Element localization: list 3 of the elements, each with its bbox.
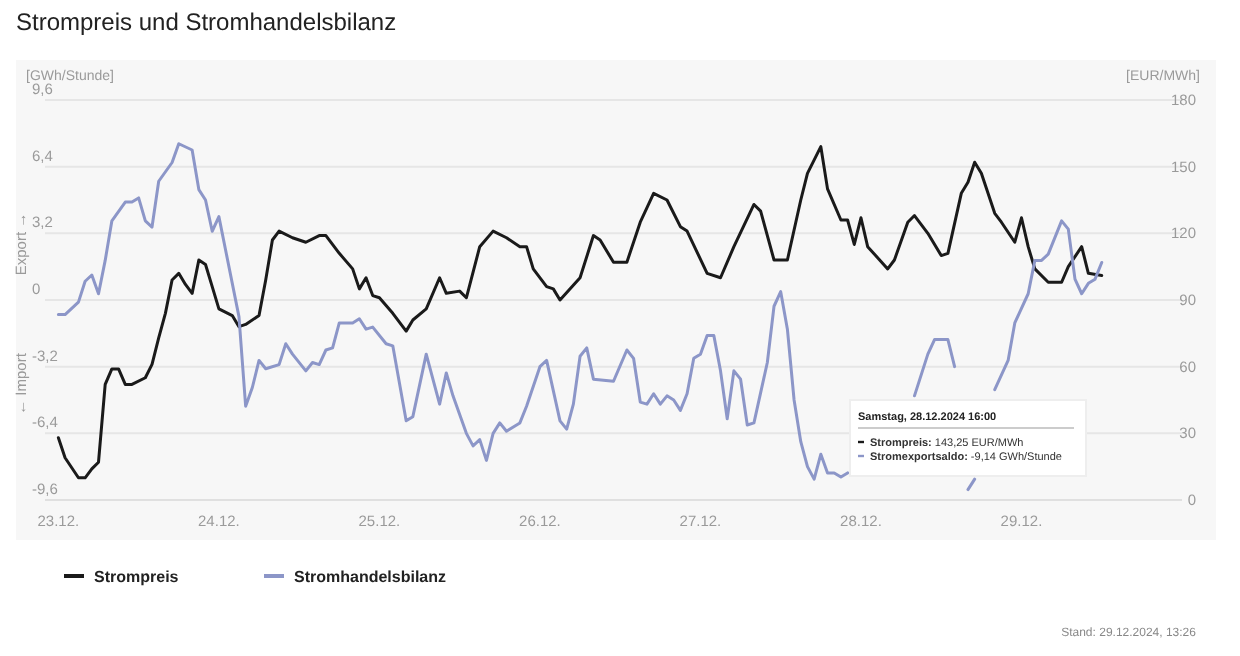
chart-title: Strompreis und Stromhandelsbilanz	[16, 8, 397, 36]
legend-label: Stromhandelsbilanz	[294, 568, 447, 586]
legend-label: Strompreis	[94, 568, 180, 586]
